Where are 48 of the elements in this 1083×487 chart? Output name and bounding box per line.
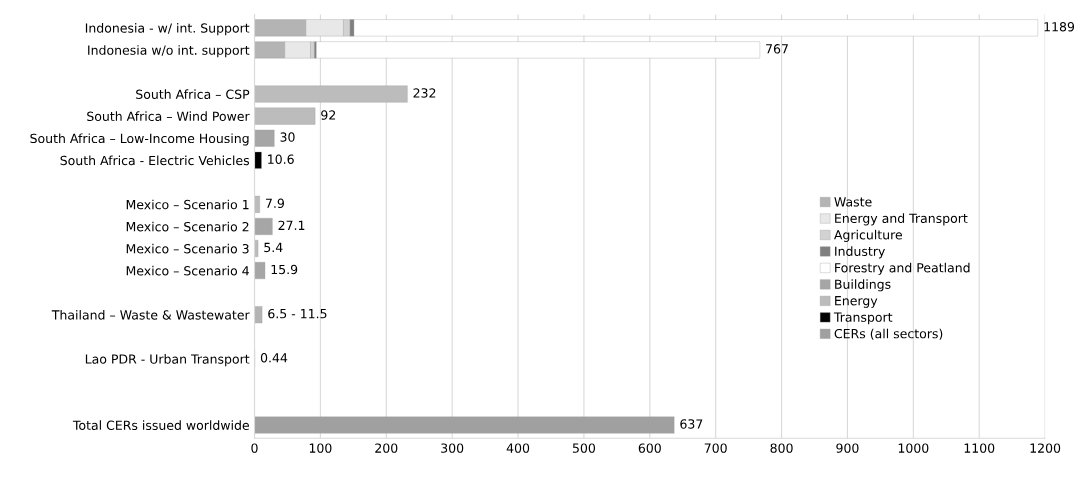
y-tick-label: South Africa – Wind Power bbox=[87, 111, 250, 122]
y-tick-label: South Africa – Low-Income Housing bbox=[30, 133, 249, 146]
x-tick-label: 1100 bbox=[964, 443, 995, 453]
total-label: 767 bbox=[766, 44, 788, 54]
legend-label: Waste bbox=[834, 197, 872, 207]
y-tick-label: South Africa - Electric Vehicles bbox=[60, 155, 250, 166]
y-tick-label: Mexico – Scenario 2 bbox=[126, 221, 249, 232]
x-tick-label: 100 bbox=[309, 443, 332, 453]
data-label: 5.4 bbox=[264, 242, 283, 253]
x-tick-label: 800 bbox=[770, 443, 793, 453]
y-tick-label: Mexico – Scenario 4 bbox=[126, 265, 249, 276]
x-tick-label: 1200 bbox=[1030, 443, 1061, 453]
x-tick-label: 1000 bbox=[898, 443, 929, 453]
annotation: 6.5 - 11.5 bbox=[268, 308, 327, 319]
legend-label: Energy and Transport bbox=[835, 213, 968, 226]
x-tick-label: 500 bbox=[572, 443, 596, 453]
data-label: 27.1 bbox=[278, 220, 305, 230]
x-tick-label: 700 bbox=[704, 443, 727, 453]
data-label: 232 bbox=[413, 88, 436, 98]
data-label: 30 bbox=[280, 132, 295, 142]
x-tick-label: 300 bbox=[441, 443, 464, 453]
x-tick-label: 600 bbox=[638, 443, 661, 453]
legend-label: Buildings bbox=[835, 279, 891, 292]
data-label: 10.6 bbox=[268, 154, 294, 164]
y-tick-label: South Africa – CSP bbox=[136, 89, 250, 99]
x-tick-label: 900 bbox=[836, 443, 859, 453]
y-tick-label: Mexico – Scenario 3 bbox=[126, 243, 249, 254]
legend-label: Energy bbox=[835, 296, 878, 308]
data-label: 0.44 bbox=[260, 353, 288, 363]
y-tick-label: Lao PDR - Urban Transport bbox=[85, 354, 250, 367]
x-tick-label: 200 bbox=[375, 443, 398, 453]
y-tick-label: Indonesia w/o int. support bbox=[88, 45, 250, 58]
data-label: 637 bbox=[680, 419, 703, 429]
data-label: 92 bbox=[321, 110, 336, 120]
legend-label: Forestry and Peatland bbox=[835, 262, 970, 275]
data-label: 7.9 bbox=[266, 198, 284, 209]
legend-label: Industry bbox=[835, 246, 885, 259]
legend-label: Transport bbox=[833, 312, 893, 325]
legend-label: CERs (all sectors) bbox=[834, 328, 943, 340]
total-label: 1189 bbox=[1044, 22, 1075, 32]
y-tick-label: Total CERs issued worldwide bbox=[72, 420, 249, 430]
y-tick-label: Mexico – Scenario 1 bbox=[126, 199, 249, 210]
x-tick-label: 0 bbox=[251, 443, 258, 453]
y-tick-label: Thailand – Waste & Wastewater bbox=[51, 309, 250, 320]
x-tick-label: 400 bbox=[506, 443, 530, 453]
legend-label: Agriculture bbox=[834, 229, 902, 242]
y-tick-label: Indonesia - w/ int. Support bbox=[85, 23, 250, 36]
data-label: 15.9 bbox=[271, 264, 298, 275]
